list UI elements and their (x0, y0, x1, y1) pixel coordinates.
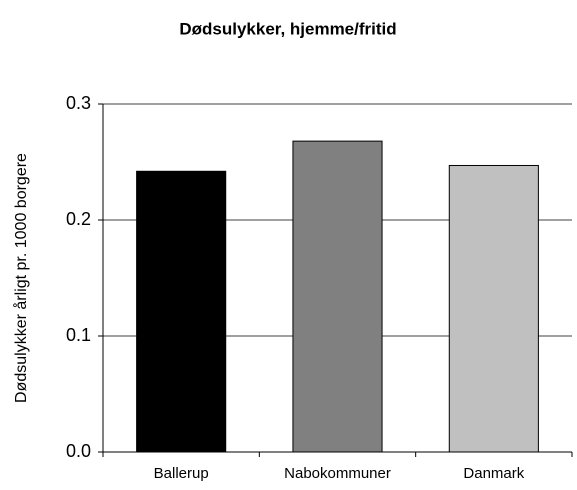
y-tick-label: 0.1 (66, 325, 91, 345)
y-tick-label: 0.2 (66, 209, 91, 229)
y-tick-label: 0.0 (66, 441, 91, 461)
chart-title: Dødsulykker, hjemme/fritid (179, 19, 396, 38)
y-axis-label: Dødsulykker årligt pr. 1000 borgere (12, 153, 30, 403)
x-tick-label: Danmark (463, 465, 524, 482)
x-tick-label: Ballerup (154, 465, 209, 482)
bar (136, 170, 227, 453)
y-tick-label: 0.3 (66, 93, 91, 113)
bar (448, 164, 539, 453)
bar (292, 140, 383, 453)
x-tick-label: Nabokommuner (284, 465, 391, 482)
